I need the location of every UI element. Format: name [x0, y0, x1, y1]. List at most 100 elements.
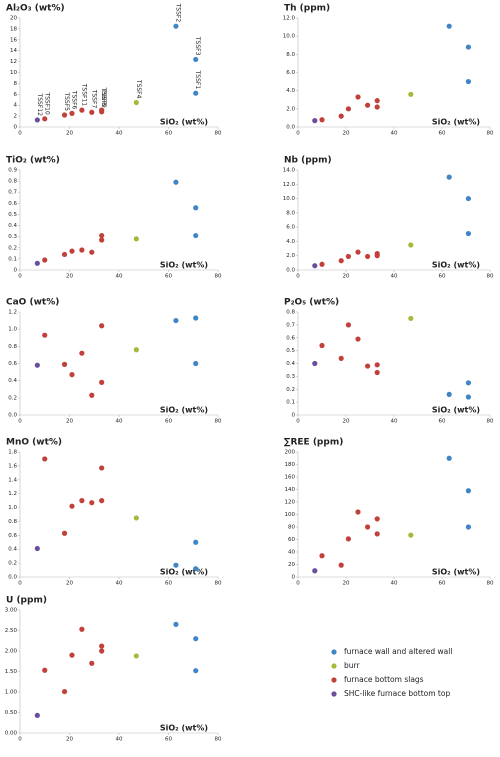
y-tick-label: 2.50	[5, 628, 18, 634]
x-tick-label: 40	[116, 131, 123, 137]
chart-title: MnO (wt%)	[6, 438, 62, 448]
data-point	[374, 98, 380, 104]
x-tick-label: 20	[66, 737, 73, 743]
x-tick-label: 20	[343, 419, 350, 425]
data-point	[193, 205, 199, 211]
y-tick-label: 8.0	[286, 52, 295, 58]
data-point	[374, 104, 380, 110]
legend-label: furnace bottom slags	[344, 675, 424, 684]
y-tick-label: 0.5	[286, 348, 295, 354]
chart-title: Nb (ppm)	[284, 156, 332, 166]
x-tick-label: 80	[215, 131, 222, 137]
x-tick-label: 40	[116, 737, 123, 743]
x-tick-label: 40	[391, 274, 398, 280]
data-point	[312, 360, 318, 367]
data-point	[99, 109, 105, 115]
data-point	[408, 315, 414, 322]
y-tick-label: 12	[10, 59, 17, 65]
data-point	[465, 380, 471, 386]
y-tick-label: 2.00	[5, 649, 18, 655]
x-tick-label: 80	[215, 737, 222, 743]
data-point	[42, 456, 48, 462]
data-point	[312, 263, 318, 269]
y-tick-label: 100	[285, 512, 296, 518]
x-tick-label: 80	[487, 581, 494, 587]
data-point	[465, 524, 471, 530]
data-point	[79, 247, 85, 253]
x-tick-label: 20	[66, 274, 73, 280]
y-tick-label: 60	[288, 537, 295, 543]
data-point	[89, 109, 95, 115]
data-point	[319, 117, 325, 123]
data-point	[193, 360, 199, 367]
x-tick-label: 80	[487, 274, 494, 280]
y-tick-label: 1.8	[8, 450, 17, 456]
y-tick-label: 40	[288, 550, 295, 556]
x-tick-label: 0	[296, 131, 300, 137]
y-tick-label: 160	[285, 475, 296, 481]
x-axis-label: SiO₂ (wt%)	[160, 261, 208, 270]
y-tick-label: 0.4	[8, 547, 17, 553]
y-tick-label: 0.2	[8, 561, 17, 567]
x-tick-label: 20	[343, 131, 350, 137]
data-point	[69, 110, 75, 116]
y-tick-label: 0.1	[286, 400, 295, 406]
x-tick-label: 0	[296, 274, 300, 280]
y-tick-label: 0.4	[286, 361, 295, 367]
x-tick-label: 20	[343, 581, 350, 587]
data-point	[193, 668, 199, 674]
chart-title: P₂O₅ (wt%)	[284, 298, 339, 308]
y-tick-label: 10	[10, 70, 17, 76]
data-point	[408, 91, 414, 97]
point-label: TSSF8	[100, 87, 107, 107]
data-point	[173, 23, 179, 29]
y-tick-label: 8.0	[286, 210, 295, 216]
x-tick-label: 80	[215, 419, 222, 425]
y-tick-label: 12.0	[283, 182, 296, 188]
x-tick-label: 40	[391, 419, 398, 425]
data-point	[374, 516, 380, 522]
data-point	[89, 660, 95, 666]
data-point	[465, 195, 471, 202]
y-tick-label: 1.00	[5, 690, 18, 696]
y-tick-label: 1.4	[8, 477, 17, 483]
legend-marker	[331, 691, 337, 697]
data-point	[355, 94, 361, 100]
y-tick-label: 1.2	[8, 491, 17, 497]
y-tick-label: 0.1	[8, 256, 17, 262]
data-point	[446, 391, 452, 397]
data-point	[374, 531, 380, 537]
y-tick-label: 0.8	[8, 519, 17, 525]
data-point	[99, 643, 105, 649]
y-tick-label: 0.0	[286, 125, 295, 131]
y-tick-label: 10.0	[283, 196, 296, 202]
data-point	[99, 465, 105, 471]
x-tick-label: 40	[391, 131, 398, 137]
y-tick-label: 0.7	[8, 190, 17, 196]
y-tick-label: 0.00	[5, 731, 18, 737]
data-point	[79, 626, 85, 632]
data-point	[99, 232, 105, 239]
point-label: TSSF6	[70, 90, 77, 110]
x-tick-label: 60	[439, 581, 446, 587]
data-point	[355, 336, 361, 342]
data-point	[365, 253, 371, 260]
y-tick-label: 1.6	[8, 463, 17, 469]
y-tick-label: 14.0	[283, 168, 296, 174]
x-tick-label: 80	[215, 274, 222, 280]
data-point	[345, 106, 351, 112]
data-point	[465, 394, 471, 400]
data-point	[365, 102, 371, 108]
data-point	[193, 566, 199, 572]
data-point	[61, 688, 68, 695]
x-tick-label: 20	[343, 274, 350, 280]
x-axis-label: SiO₂ (wt%)	[432, 568, 480, 577]
x-axis-label: SiO₂ (wt%)	[160, 406, 208, 415]
y-tick-label: 0.3	[8, 234, 17, 240]
data-point	[61, 361, 68, 367]
y-tick-label: 0.8	[286, 310, 295, 316]
x-tick-label: 60	[165, 737, 172, 743]
data-point	[465, 78, 471, 85]
y-tick-label: 120	[285, 500, 296, 506]
data-point	[319, 553, 325, 559]
